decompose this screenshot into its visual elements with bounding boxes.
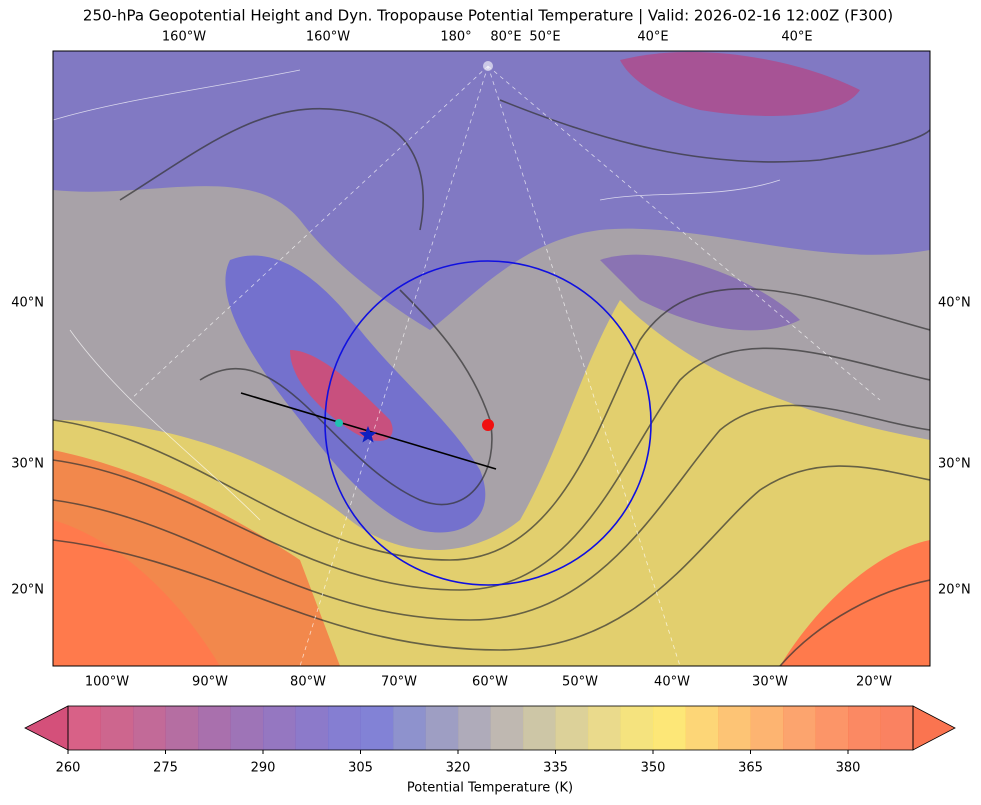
top-lon-label: 160°W [162,30,206,45]
left-lat-label: 40°N [11,296,44,311]
colorbar-frame [67,705,914,751]
colorbar-segment [263,706,296,750]
bottom-lon-label: 70°W [381,675,417,690]
colorbar-tick-label: 260 [56,761,81,776]
bottom-lon-label: 80°W [290,675,326,690]
colorbar-segment [588,706,621,750]
colorbar-tick-label: 305 [348,761,373,776]
colorbar-segment [815,706,849,750]
colorbar-extend-high [912,705,956,751]
point-marker [335,419,343,427]
colorbar-segment [328,706,361,750]
colorbar-segment [458,706,491,750]
bottom-lon-label: 30°W [752,675,788,690]
colorbar-segment [523,706,556,750]
colorbar-tick-label: 350 [641,761,666,776]
colorbar-segment [653,706,686,750]
left-lat-label: 30°N [11,457,44,472]
top-lon-label: 80°E [490,30,521,45]
colorbar-tick-label: 380 [836,761,861,776]
colorbar-segment [555,706,589,750]
right-lat-label: 40°N [938,296,971,311]
range-circle [324,260,652,586]
colorbar-segment [68,706,101,750]
colorbar-segment [133,706,166,750]
top-lon-label: 40°E [637,30,668,45]
colorbar-tick-label: 275 [153,761,178,776]
colorbar-segment [490,706,524,750]
colorbar-segment [100,706,134,750]
title: 250-hPa Geopotential Height and Dyn. Tro… [83,7,893,25]
top-lon-label: 40°E [781,30,812,45]
colorbar-segment [295,706,329,750]
colorbar-tick-label: 335 [543,761,568,776]
right-lat-label: 30°N [938,457,971,472]
bottom-lon-label: 100°W [85,675,129,690]
colorbar-segment [880,706,914,750]
bottom-lon-label: 20°W [856,675,892,690]
colorbar-extend-low [24,705,69,751]
top-lon-label: 180° [440,30,471,45]
bottom-lon-label: 50°W [562,675,598,690]
colorbar-segment [718,706,751,750]
bottom-lon-label: 90°W [192,675,228,690]
map-frame [52,50,931,667]
colorbar-segment [620,706,654,750]
colorbar-segment [685,706,719,750]
colorbar-tick-label: 365 [738,761,763,776]
top-lon-label: 160°W [306,30,350,45]
star-marker [359,426,377,443]
colorbar-segment [360,706,394,750]
colorbar-tick-label: 320 [446,761,471,776]
colorbar-tick-label: 290 [251,761,276,776]
colorbar-segment [750,706,784,750]
colorbar-segment [783,706,816,750]
bottom-lon-label: 60°W [472,675,508,690]
map [53,51,930,666]
colorbar-segment [165,706,199,750]
right-lat-label: 20°N [938,583,971,598]
colorbar-segment [848,706,881,750]
left-lat-label: 20°N [11,583,44,598]
top-lon-label: 50°E [529,30,560,45]
colorbar-segment [393,706,426,750]
colorbar-label: Potential Temperature (K) [407,781,573,796]
bottom-lon-label: 40°W [654,675,690,690]
colorbar-segment [230,706,264,750]
colorbar-segment [425,706,459,750]
center-marker [482,419,494,431]
colorbar-segment [198,706,231,750]
